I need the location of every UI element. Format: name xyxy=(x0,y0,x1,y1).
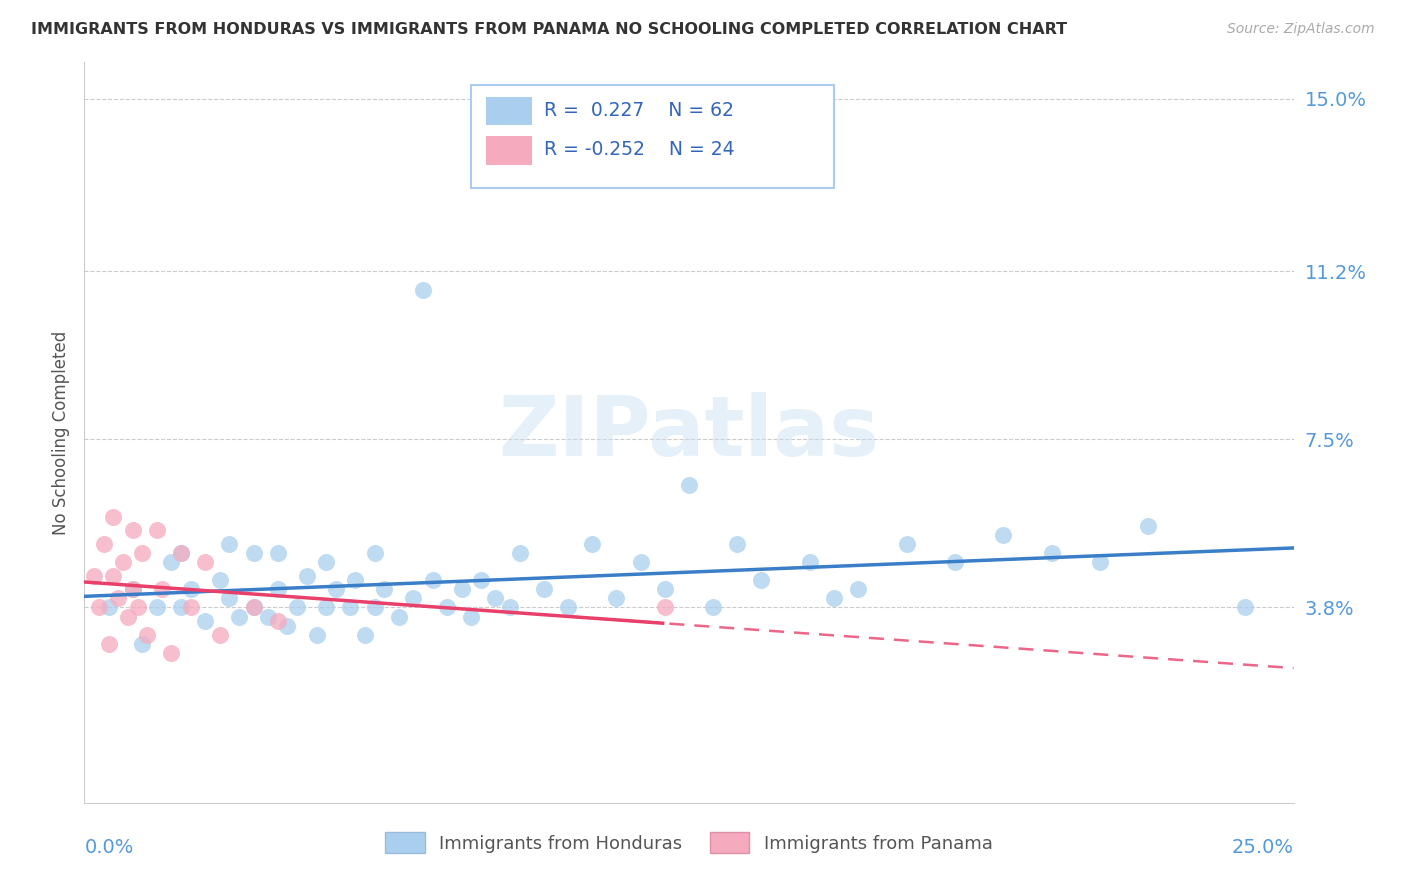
Point xyxy=(654,600,676,615)
Point xyxy=(170,546,193,560)
Point xyxy=(103,509,125,524)
Bar xyxy=(486,136,531,165)
Point xyxy=(112,555,135,569)
Point xyxy=(160,555,183,569)
Point xyxy=(87,600,110,615)
Point xyxy=(450,582,472,597)
Point xyxy=(276,618,298,632)
Point xyxy=(1040,546,1063,560)
Point xyxy=(160,646,183,660)
Point xyxy=(1234,600,1257,615)
Y-axis label: No Schooling Completed: No Schooling Completed xyxy=(52,331,70,534)
Text: R = -0.252    N = 24: R = -0.252 N = 24 xyxy=(544,140,734,160)
Point xyxy=(533,582,555,597)
Point xyxy=(799,555,821,569)
Point xyxy=(103,568,125,582)
Point xyxy=(654,582,676,597)
Point xyxy=(267,546,290,560)
Point xyxy=(117,609,139,624)
FancyBboxPatch shape xyxy=(471,85,834,188)
Point xyxy=(943,555,966,569)
Point xyxy=(354,628,377,642)
Point xyxy=(242,600,264,615)
Point xyxy=(208,628,231,642)
Point xyxy=(1088,555,1111,569)
Point xyxy=(315,555,337,569)
Point xyxy=(436,600,458,615)
Text: ZIPatlas: ZIPatlas xyxy=(499,392,879,473)
Point xyxy=(121,582,143,597)
Point xyxy=(363,600,385,615)
Point xyxy=(218,591,240,606)
Point xyxy=(208,573,231,587)
Text: 25.0%: 25.0% xyxy=(1232,838,1294,856)
Point xyxy=(97,637,120,651)
Point xyxy=(194,614,217,628)
Point xyxy=(605,591,627,606)
Bar xyxy=(486,97,531,126)
Legend: Immigrants from Honduras, Immigrants from Panama: Immigrants from Honduras, Immigrants fro… xyxy=(378,825,1000,861)
Point xyxy=(630,555,652,569)
Point xyxy=(678,478,700,492)
Point xyxy=(725,537,748,551)
Point xyxy=(363,546,385,560)
Point xyxy=(315,600,337,615)
Point xyxy=(325,582,347,597)
Point xyxy=(339,600,361,615)
Point xyxy=(93,537,115,551)
Point xyxy=(121,582,143,597)
Point xyxy=(993,528,1015,542)
Point xyxy=(267,614,290,628)
Point xyxy=(422,573,444,587)
Point xyxy=(121,523,143,537)
Point xyxy=(373,582,395,597)
Point xyxy=(751,573,773,587)
Text: 0.0%: 0.0% xyxy=(84,838,134,856)
Text: Source: ZipAtlas.com: Source: ZipAtlas.com xyxy=(1227,22,1375,37)
Point xyxy=(107,591,129,606)
Point xyxy=(460,609,482,624)
Point xyxy=(146,523,169,537)
Point xyxy=(702,600,724,615)
Point xyxy=(97,600,120,615)
Point xyxy=(228,609,250,624)
Point xyxy=(581,537,603,551)
Point xyxy=(295,568,318,582)
Point xyxy=(257,609,280,624)
Point xyxy=(402,591,425,606)
Point xyxy=(388,609,411,624)
Point xyxy=(136,628,159,642)
Point xyxy=(846,582,869,597)
Point xyxy=(412,283,434,297)
Point xyxy=(509,546,531,560)
Point xyxy=(470,573,492,587)
Point xyxy=(344,573,367,587)
Point xyxy=(127,600,149,615)
Point xyxy=(83,568,105,582)
Text: IMMIGRANTS FROM HONDURAS VS IMMIGRANTS FROM PANAMA NO SCHOOLING COMPLETED CORREL: IMMIGRANTS FROM HONDURAS VS IMMIGRANTS F… xyxy=(31,22,1067,37)
Point xyxy=(150,582,173,597)
Point xyxy=(170,600,193,615)
Point xyxy=(557,600,579,615)
Point xyxy=(194,555,217,569)
Point xyxy=(180,582,202,597)
Point xyxy=(1137,518,1160,533)
Point xyxy=(218,537,240,551)
Point xyxy=(305,628,328,642)
Point xyxy=(180,600,202,615)
Point xyxy=(823,591,845,606)
Point xyxy=(131,546,153,560)
Point xyxy=(267,582,290,597)
Text: R =  0.227    N = 62: R = 0.227 N = 62 xyxy=(544,101,734,120)
Point xyxy=(242,600,264,615)
Point xyxy=(146,600,169,615)
Point xyxy=(131,637,153,651)
Point xyxy=(242,546,264,560)
Point xyxy=(499,600,522,615)
Point xyxy=(484,591,506,606)
Point xyxy=(285,600,308,615)
Point xyxy=(896,537,918,551)
Point xyxy=(170,546,193,560)
